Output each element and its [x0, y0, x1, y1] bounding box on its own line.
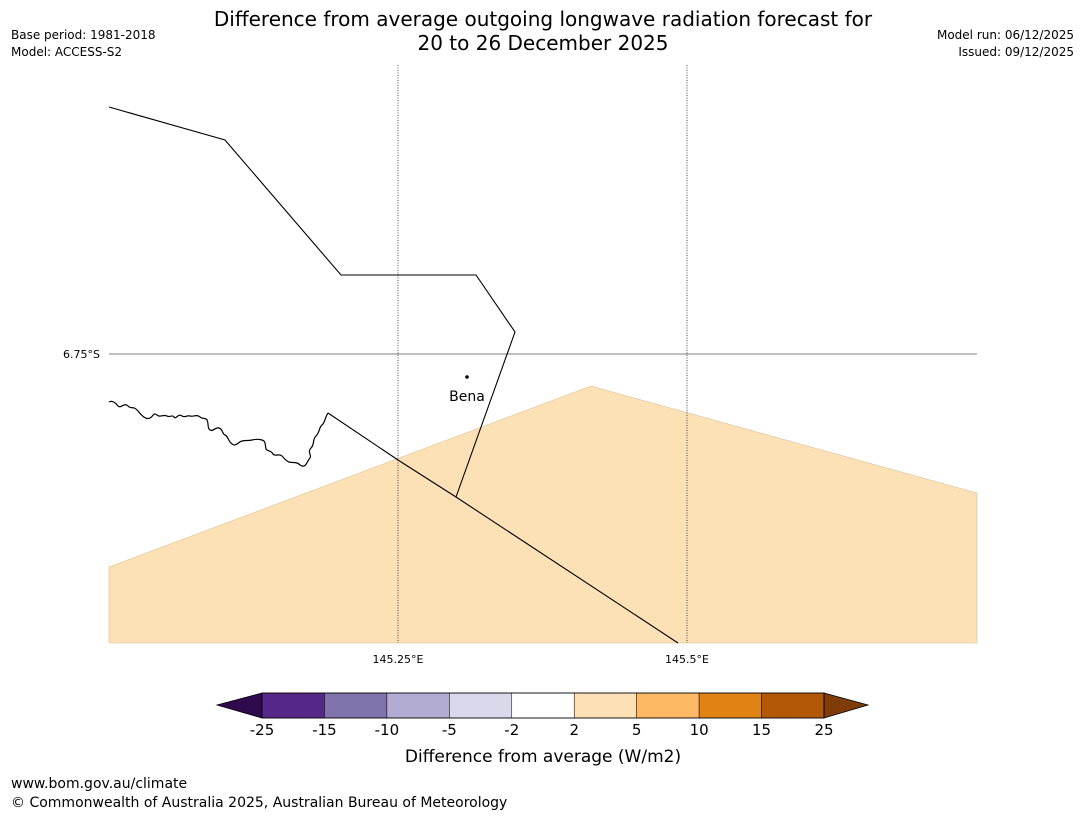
anomaly-fill-region	[108, 385, 978, 644]
base-period: Base period: 1981-2018	[11, 28, 156, 42]
colorbar-over-arrow	[823, 692, 870, 719]
colorbar-tick-label: 10	[690, 721, 709, 739]
colorbar-under-arrow	[215, 692, 263, 719]
model-name: Model: ACCESS-S2	[11, 45, 123, 59]
longitude-label-145-25: 145.25°E	[373, 653, 424, 666]
province-boundary-southern	[327, 412, 679, 644]
model-run: Model run: 06/12/2025	[936, 28, 1074, 42]
meta-left: Base period: 1981-2018 Model: ACCESS-S2	[11, 27, 156, 61]
title-line-2: 20 to 26 December 2025	[417, 31, 669, 55]
colorbar-title: Difference from average (W/m2)	[405, 747, 681, 767]
colorbar-tick-label: -5	[442, 721, 457, 739]
colorbar-segments	[261, 692, 825, 719]
latitude-label: 6.75°S	[63, 348, 100, 361]
colorbar-tick-label: 5	[632, 721, 642, 739]
colorbar-tick-label: -25	[250, 721, 275, 739]
colorbar-segment	[636, 692, 700, 719]
colorbar-segment	[324, 692, 388, 719]
chart-title: Difference from average outgoing longwav…	[143, 7, 943, 55]
longitude-label-145-5: 145.5°E	[665, 653, 709, 666]
colorbar: -25 -15 -10 -5 -2 2 5 10 15 25 Difference from av…	[215, 692, 870, 767]
title-line-1: Difference from average outgoing longwav…	[213, 7, 873, 31]
meta-right: Model run: 06/12/2025 Issued: 09/12/2025	[937, 27, 1074, 61]
colorbar-outline	[261, 692, 825, 719]
river-boundary	[108, 400, 329, 467]
colorbar-tick-label: -2	[504, 721, 519, 739]
colorbar-segment	[261, 692, 325, 719]
colorbar-segment	[761, 692, 825, 719]
bena-location-marker	[465, 375, 469, 379]
colorbar-segment	[698, 692, 762, 719]
colorbar-tick-label: 2	[569, 721, 579, 739]
colorbar-tick-label: 25	[814, 721, 833, 739]
colorbar-tick-label: -10	[375, 721, 400, 739]
issued-date: Issued: 09/12/2025	[958, 45, 1074, 59]
colorbar-tick-label: -15	[312, 721, 337, 739]
colorbar-tick-label: 15	[752, 721, 771, 739]
colorbar-segment	[511, 692, 575, 719]
place-label-bena: Bena	[449, 389, 485, 405]
colorbar-tick-labels: -25 -15 -10 -5 -2 2 5 10 15 25	[250, 721, 834, 739]
colorbar-segment	[573, 692, 637, 719]
footer-url: www.bom.gov.au/climate	[11, 776, 188, 792]
colorbar-segment	[386, 692, 450, 719]
province-boundary	[108, 106, 516, 498]
footer-copyright: © Commonwealth of Australia 2025, Austra…	[11, 795, 508, 811]
colorbar-segment	[449, 692, 513, 719]
